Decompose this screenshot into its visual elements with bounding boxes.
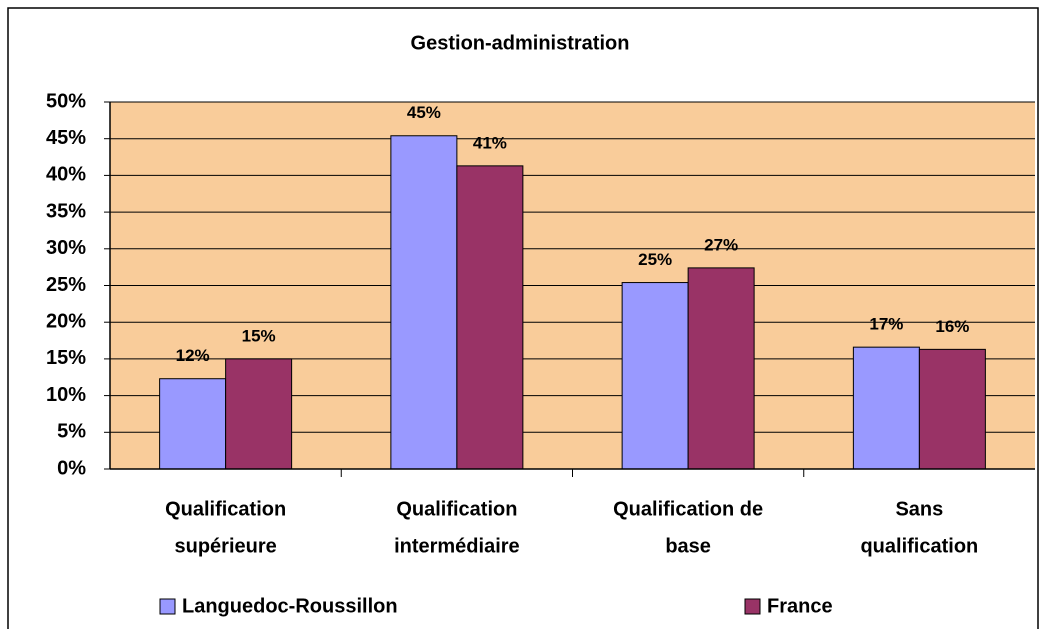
bar (390, 135, 458, 470)
legend-label: Languedoc-Roussillon (182, 595, 398, 617)
y-tick-label: 25% (46, 274, 86, 296)
x-tick-label: base (665, 535, 711, 557)
data-label: 17% (869, 315, 903, 334)
y-tick-label: 45% (46, 127, 86, 149)
bar (456, 165, 524, 470)
x-tick-label: qualification (860, 535, 978, 557)
y-tick-label: 40% (46, 164, 86, 186)
bar (621, 282, 689, 470)
y-tick-label: 5% (57, 421, 86, 443)
y-tick-label: 10% (46, 384, 86, 406)
data-label: 27% (704, 235, 738, 254)
bar (159, 378, 227, 470)
bar (852, 346, 920, 470)
data-label: 25% (638, 250, 672, 269)
x-tick-label: supérieure (174, 535, 276, 557)
y-tick-label: 30% (46, 237, 86, 259)
x-tick-label: Qualification de (613, 498, 763, 520)
data-label: 45% (407, 103, 441, 122)
legend-label: France (767, 595, 833, 617)
data-label: 15% (242, 326, 276, 345)
x-tick-label: Qualification (165, 498, 286, 520)
bar (225, 358, 293, 470)
data-label: 41% (473, 133, 507, 152)
data-label: 12% (176, 346, 210, 365)
legend-swatch (159, 598, 176, 615)
legend-swatch (744, 598, 761, 615)
y-tick-label: 50% (46, 90, 86, 112)
data-label: 16% (935, 317, 969, 336)
y-tick-label: 15% (46, 347, 86, 369)
bar (687, 267, 755, 470)
y-tick-label: 35% (46, 200, 86, 222)
x-tick-label: Qualification (396, 498, 517, 520)
y-tick-label: 0% (57, 457, 86, 479)
bar (918, 348, 986, 470)
chart-title: Gestion-administration (411, 32, 630, 54)
x-tick-label: intermédiaire (394, 535, 520, 557)
x-tick-label: Sans (895, 498, 943, 520)
y-tick-label: 20% (46, 310, 86, 332)
